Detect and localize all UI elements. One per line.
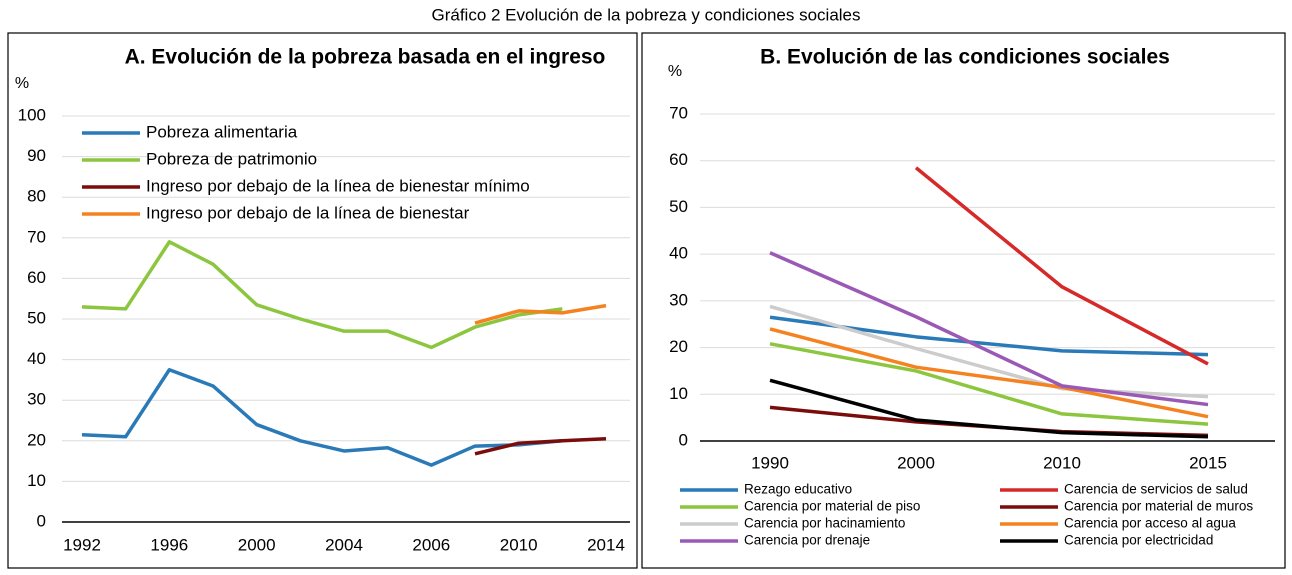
y-tick-label: 60	[27, 268, 46, 287]
y-tick-label: 30	[669, 290, 688, 309]
legend-label: Ingreso por debajo de la línea de bienes…	[146, 203, 470, 222]
legend-label: Rezago educativo	[744, 482, 852, 497]
x-tick-label: 2000	[238, 535, 276, 554]
legend-label: Carencia de servicios de salud	[1064, 482, 1248, 497]
legend-label: Carencia por material de piso	[744, 499, 920, 514]
y-axis-label: %	[15, 75, 29, 92]
series-line	[769, 378, 1209, 439]
figure-title: Gráfico 2 Evolución de la pobreza y cond…	[431, 5, 860, 24]
x-tick-label: 1990	[751, 453, 789, 472]
series-line	[769, 251, 1209, 407]
panel-frame	[7, 32, 638, 569]
series-line	[769, 315, 1209, 357]
series-line	[81, 368, 563, 467]
y-tick-label: 40	[27, 349, 46, 368]
y-tick-label: 10	[27, 471, 46, 490]
x-tick-label: 2010	[500, 535, 538, 554]
y-tick-label: 0	[37, 511, 46, 530]
y-tick-label: 100	[18, 105, 46, 124]
y-tick-label: 90	[27, 146, 46, 165]
series-line	[474, 303, 607, 325]
series-line	[474, 437, 607, 456]
legend-label: Carencia por hacinamiento	[744, 516, 905, 531]
y-tick-label: 70	[27, 227, 46, 246]
y-tick-label: 40	[669, 244, 688, 263]
y-tick-label: 50	[669, 197, 688, 216]
x-tick-label: 2006	[412, 535, 450, 554]
legend-label: Pobreza alimentaria	[146, 122, 298, 141]
x-tick-label: 2010	[1043, 453, 1081, 472]
y-tick-label: 30	[27, 390, 46, 409]
y-tick-label: 80	[27, 187, 46, 206]
x-tick-label: 2015	[1189, 453, 1227, 472]
x-tick-label: 1996	[150, 535, 188, 554]
y-axis-label: %	[668, 63, 682, 80]
series-line	[769, 327, 1209, 419]
series-line	[769, 304, 1209, 399]
y-tick-label: 50	[27, 308, 46, 327]
legend-label: Pobreza de patrimonio	[146, 149, 317, 168]
series-line	[769, 342, 1209, 426]
series-line	[914, 166, 1209, 366]
y-tick-label: 0	[679, 430, 688, 449]
y-tick-label: 70	[669, 103, 688, 122]
y-tick-label: 60	[669, 150, 688, 169]
x-tick-label: 2000	[897, 453, 935, 472]
x-tick-label: 2014	[587, 535, 625, 554]
panel-title: A. Evolución de la pobreza basada en el …	[125, 46, 606, 69]
x-tick-label: 2004	[325, 535, 363, 554]
panel-title: B. Evolución de las condiciones sociales	[760, 46, 1170, 69]
y-tick-label: 10	[669, 384, 688, 403]
series-line	[81, 240, 563, 350]
legend-label: Carencia por electricidad	[1064, 533, 1213, 548]
legend-label: Carencia por drenaje	[744, 533, 870, 548]
legend-label: Carencia por material de muros	[1064, 499, 1253, 514]
legend-label: Carencia por acceso al agua	[1064, 516, 1236, 531]
x-tick-label: 1992	[63, 535, 101, 554]
series-line	[769, 405, 1209, 438]
legend-label: Ingreso por debajo de la línea de bienes…	[146, 176, 530, 195]
y-tick-label: 20	[27, 430, 46, 449]
panel-frame	[641, 32, 1286, 569]
y-tick-label: 20	[669, 337, 688, 356]
